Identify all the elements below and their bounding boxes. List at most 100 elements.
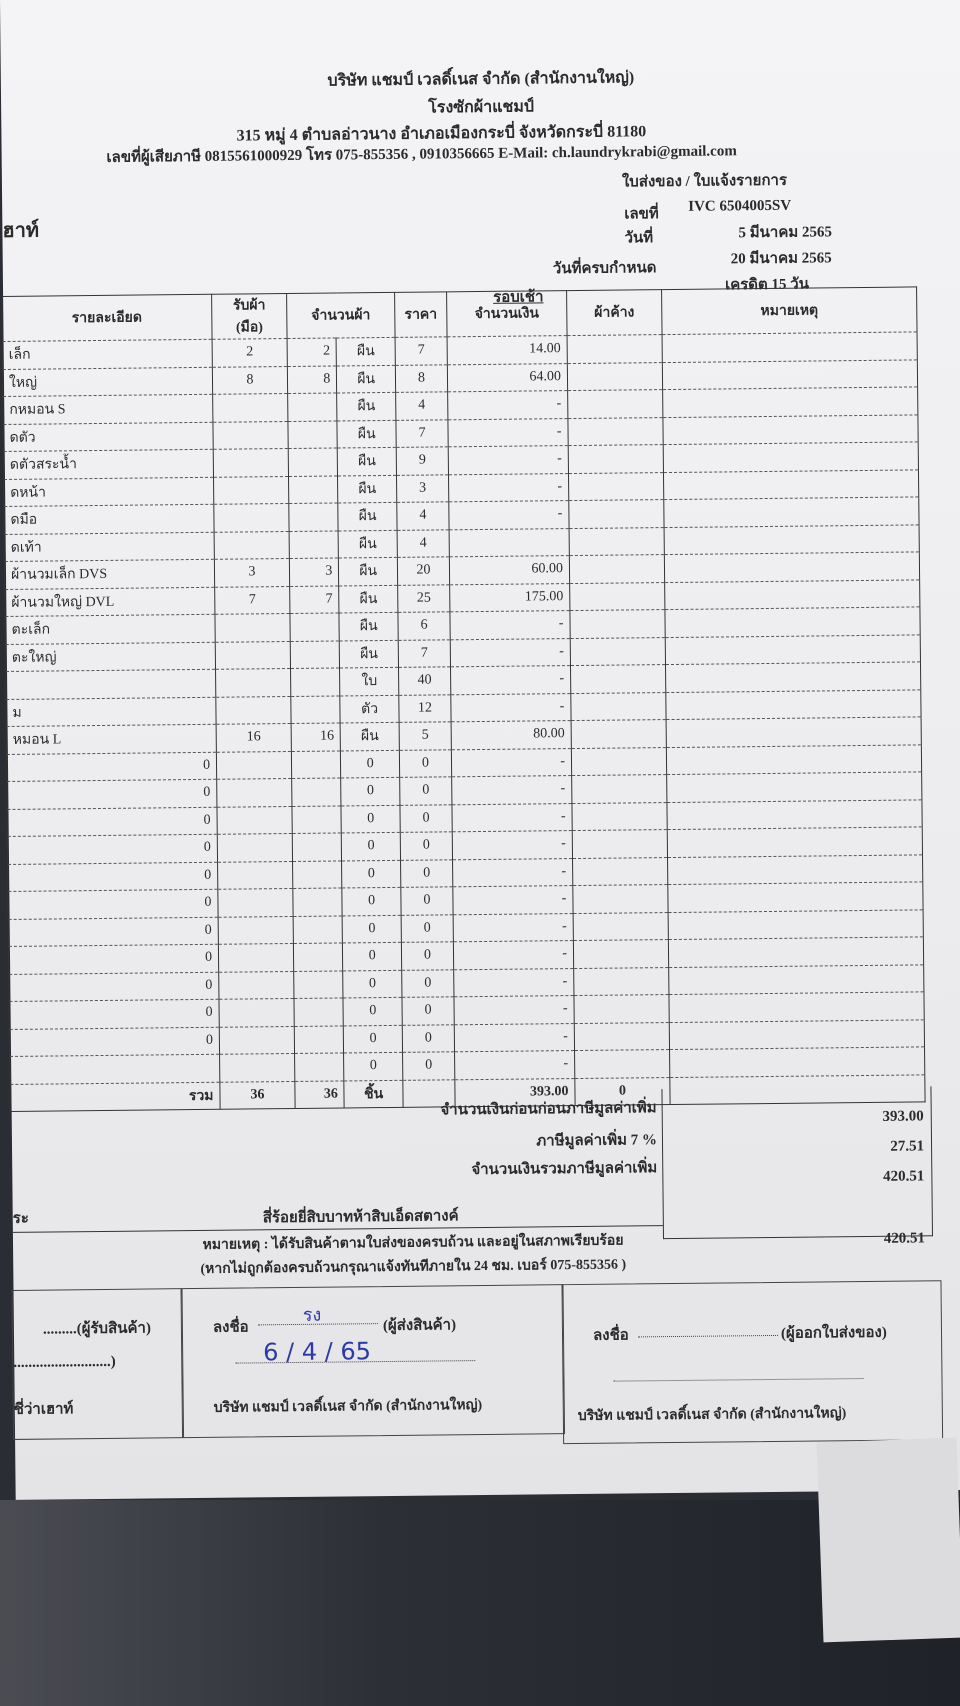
table-cell: 0: [401, 996, 455, 1025]
table-cell: [662, 359, 918, 390]
table-cell: ผืน: [338, 557, 398, 586]
table-cell: 60.00: [449, 555, 570, 585]
table-cell: 8: [395, 364, 448, 393]
table-cell: -: [447, 418, 569, 447]
table-cell: ม: [5, 696, 217, 727]
table-cell: ผืน: [336, 337, 396, 366]
table-cell: [290, 640, 340, 669]
table-cell: ผืน: [340, 722, 400, 751]
table-cell: ดมือ: [3, 504, 215, 534]
before-vat: 393.00: [882, 1108, 924, 1125]
table-cell: ใหญ่: [2, 366, 213, 397]
table-cell: -: [448, 473, 569, 502]
table-cell: [573, 994, 670, 1024]
column-header: จำนวนผ้า: [286, 292, 396, 339]
table-cell: 0: [9, 1026, 220, 1057]
table-cell: 0: [341, 859, 401, 888]
table-cell: [213, 476, 289, 505]
table-cell: 0: [341, 777, 400, 806]
table-cell: [219, 1025, 295, 1055]
table-cell: -: [450, 638, 571, 667]
table-cell: [571, 719, 667, 749]
table-cell: -: [451, 748, 572, 777]
sender-sign-label: ลงชื่อ: [212, 1319, 249, 1336]
table-cell: [217, 833, 293, 862]
table-cell: [570, 664, 666, 694]
table-cell: 5: [399, 721, 452, 750]
table-cell: [215, 668, 291, 697]
table-cell: 3: [396, 474, 449, 503]
table-cell: [668, 991, 925, 1023]
issuer-label: (ผู้ออกใบส่งของ): [780, 1324, 887, 1342]
table-cell: [663, 496, 920, 528]
table-cell: -: [447, 390, 568, 420]
table-cell: ผ้านวมใหญ่ DVL: [4, 586, 215, 617]
table-cell: [666, 744, 922, 775]
words-prefix: ระ: [12, 1210, 29, 1227]
table-cell: [568, 472, 664, 501]
table-cell: [665, 634, 921, 665]
table-cell: [569, 527, 665, 556]
table-cell: 0: [6, 751, 217, 782]
table-cell: -: [450, 693, 572, 722]
table-cell: [569, 554, 665, 584]
date-label: วันที่: [624, 230, 654, 247]
table-cell: 0: [7, 861, 218, 892]
table-cell: [218, 915, 294, 945]
table-cell: [288, 475, 339, 504]
table-cell: 20: [397, 556, 450, 585]
table-cell: [288, 502, 339, 532]
sender-label: (ผู้ส่งสินค้า): [382, 1317, 457, 1335]
invoice-paper: บริษัท แชมป์ เวลดิ์เนส จำกัด (สำนักงานให…: [0, 0, 960, 1500]
table-cell: 7: [395, 419, 449, 448]
column-header: รายละเอียด: [1, 294, 213, 342]
table-cell: [212, 393, 288, 422]
grand-total: 420.51: [883, 1230, 926, 1247]
table-cell: 3: [214, 558, 290, 587]
table-cell: [667, 881, 924, 913]
table-cell: ผืน: [338, 502, 398, 531]
table-cell: -: [448, 500, 570, 530]
table-cell: [664, 606, 921, 638]
table-cell: กหมอน S: [2, 394, 213, 424]
table-cell: 0: [6, 806, 218, 837]
table-cell: 64.00: [447, 363, 568, 392]
table-cell: [669, 1019, 925, 1050]
table-cell: ผืน: [338, 529, 398, 558]
table-cell: 0: [399, 804, 453, 833]
table-cell: -: [449, 610, 571, 640]
table-cell: [572, 829, 668, 859]
table-cell: 0: [342, 914, 402, 943]
table-cell: [287, 420, 338, 449]
table-cell: 4: [397, 529, 450, 558]
table-cell: ตะเล็ก: [4, 614, 216, 644]
table-cell: [289, 530, 339, 559]
table-cell: 0: [343, 1024, 403, 1053]
table-cell: 7: [395, 336, 448, 365]
table-cell: ผืน: [339, 639, 399, 668]
doc-no: IVC 6504005SV: [688, 197, 792, 215]
table-cell: [664, 524, 920, 555]
table-cell: [573, 967, 669, 996]
table-cell: 0: [402, 1051, 455, 1080]
table-cell: 0: [400, 859, 453, 888]
table-cell: 0: [340, 749, 400, 778]
receiver-label: .........(ผู้รับสินค้า): [42, 1320, 151, 1338]
table-cell: ผืน: [337, 447, 397, 476]
table-cell: ผืน: [337, 419, 397, 448]
table-cell: ตัว: [340, 694, 400, 723]
table-cell: 2: [212, 338, 288, 367]
table-cell: 0: [401, 914, 454, 943]
table-cell: ผ้านวมเล็ก DVS: [4, 559, 215, 589]
table-cell: 0: [8, 971, 219, 1002]
table-cell: [218, 943, 294, 972]
items-table: รายละเอียด รับผ้า (มือ) จำนวนผ้า ราคา จำนวนเ…: [1, 286, 926, 1112]
table-cell: 6: [397, 611, 451, 640]
table-cell: 9: [396, 446, 449, 475]
table-cell: [572, 857, 668, 886]
table-cell: 0: [6, 779, 217, 809]
table-cell: ดตัว: [2, 421, 214, 452]
table-cell: [665, 661, 921, 693]
table-cell: 7: [398, 639, 451, 668]
table-cell: [572, 884, 669, 914]
